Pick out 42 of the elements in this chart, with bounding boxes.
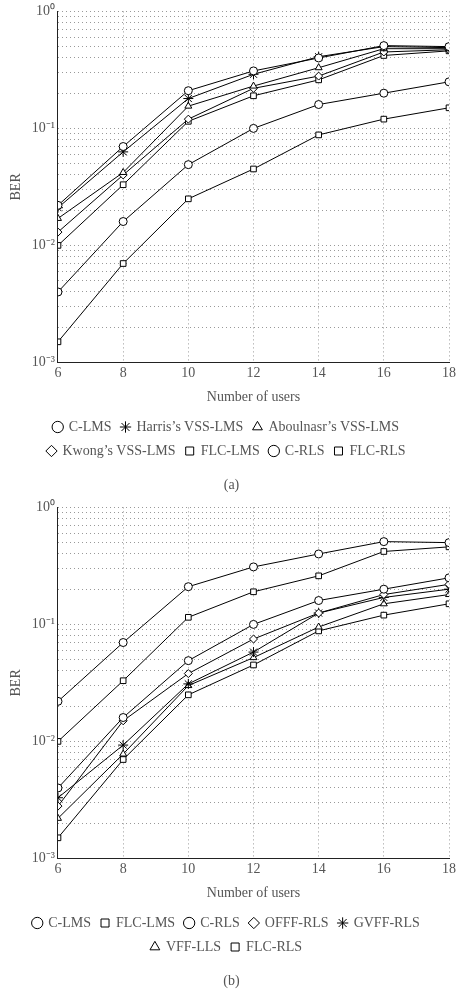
legend-label: FLC-RLS: [349, 442, 406, 458]
y-tick-label: 10⁰: [36, 499, 55, 515]
x-tick-label: 14: [311, 861, 326, 877]
x-tick-label: 12: [246, 861, 261, 877]
y-tick-label: 10⁻¹: [31, 616, 55, 632]
legend-label: Aboulnasr’s VSS-LMS: [268, 418, 400, 434]
legend-label: GVFF-RLS: [353, 914, 420, 930]
x-tick-label: 18: [442, 365, 456, 381]
legend-label: VFF-LLS: [165, 938, 222, 954]
legend-label: C-RLS: [284, 442, 325, 458]
y-tick-label: 10⁻³: [31, 354, 55, 370]
legend-label: Kwong’s VSS-LMS: [62, 442, 176, 458]
text: (b): [223, 972, 240, 989]
x-tick-label: 8: [119, 365, 127, 381]
y-tick-label: 10⁻²: [31, 237, 55, 253]
x-tick-label: 10: [181, 365, 196, 381]
legend-label: C-LMS: [48, 914, 92, 930]
legend-label: FLC-LMS: [200, 442, 260, 458]
x-tick-label: 16: [376, 861, 391, 877]
y-axis-title: BER: [8, 668, 24, 697]
x-tick-label: 6: [54, 861, 62, 877]
legend-label: FLC-RLS: [246, 938, 303, 954]
y-tick-label: 10⁻³: [31, 850, 55, 866]
x-axis-title: Number of users: [206, 885, 301, 901]
legend-label: FLC-LMS: [116, 914, 176, 930]
y-tick-label: 10⁰: [36, 3, 55, 19]
legend-label: C-RLS: [200, 914, 240, 930]
x-tick-label: 16: [376, 365, 391, 381]
x-tick-label: 18: [442, 861, 456, 877]
x-tick-label: 14: [311, 365, 326, 381]
legend-label: C-LMS: [68, 418, 112, 434]
x-tick-label: 12: [246, 365, 261, 381]
x-tick-label: 8: [119, 861, 127, 877]
text: (a): [223, 476, 240, 493]
x-tick-label: 6: [54, 365, 62, 381]
legend-label: Harris’s VSS-LMS: [136, 418, 244, 434]
y-tick-label: 10⁻¹: [31, 120, 55, 136]
y-axis-title: BER: [8, 172, 24, 201]
y-tick-label: 10⁻²: [31, 733, 55, 749]
legend-label: OFFF-RLS: [264, 914, 329, 930]
x-axis-title: Number of users: [206, 389, 301, 405]
x-tick-label: 10: [181, 861, 196, 877]
